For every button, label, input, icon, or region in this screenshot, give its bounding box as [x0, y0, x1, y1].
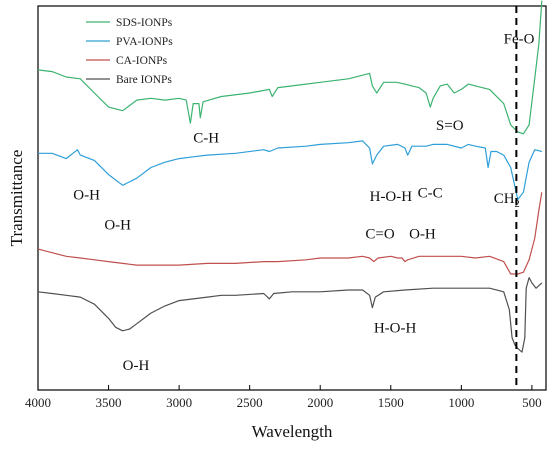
x-tick-label-500: 500	[522, 395, 542, 410]
x-tick-label-2500: 2500	[237, 395, 263, 410]
legend-label-0: SDS-IONPs	[116, 17, 173, 29]
annotation-1: C-H	[193, 131, 219, 147]
annotation-4: O-H	[104, 218, 131, 234]
series-line-sds-ionps	[37, 0, 543, 135]
annotation-5: H-O-H	[370, 189, 413, 205]
series-line-ca-ionps	[37, 192, 543, 275]
annotation-10: O-H	[123, 358, 150, 374]
annotation-7: CH2	[494, 191, 520, 210]
legend: SDS-IONPs PVA-IONPs CA-IONPs Bare IONPs	[86, 17, 173, 86]
x-tick-label-3500: 3500	[96, 395, 122, 410]
annotation-3: O-H	[73, 187, 100, 203]
legend-label-2: CA-IONPs	[116, 55, 168, 67]
x-axis-title: Wavelength	[252, 422, 333, 441]
annotation-8: C=O	[365, 227, 394, 243]
x-tick-label-4000: 4000	[25, 395, 51, 410]
annotation-2: S=O	[436, 118, 464, 134]
annotation-9: O-H	[409, 227, 436, 243]
series-group	[37, 0, 543, 353]
x-tick-label-1000: 1000	[448, 395, 474, 410]
x-axis-ticks: 4000 3500 3000 2500 2000 1500 1000 500	[25, 385, 542, 410]
annotation-6: C-C	[418, 186, 443, 202]
series-line-pva-ionps	[38, 140, 542, 201]
y-axis-title: Transmittance	[7, 150, 26, 247]
series-line-bare-ionps	[37, 277, 543, 353]
legend-label-1: PVA-IONPs	[116, 36, 173, 48]
x-tick-label-2000: 2000	[307, 395, 333, 410]
plot-frame	[37, 5, 547, 391]
x-tick-label-3000: 3000	[166, 395, 192, 410]
annotation-11: H-O-H	[374, 321, 417, 337]
annotation-0: Fe-O	[504, 31, 535, 47]
legend-label-3: Bare IONPs	[116, 74, 172, 86]
x-tick-label-1500: 1500	[378, 395, 404, 410]
